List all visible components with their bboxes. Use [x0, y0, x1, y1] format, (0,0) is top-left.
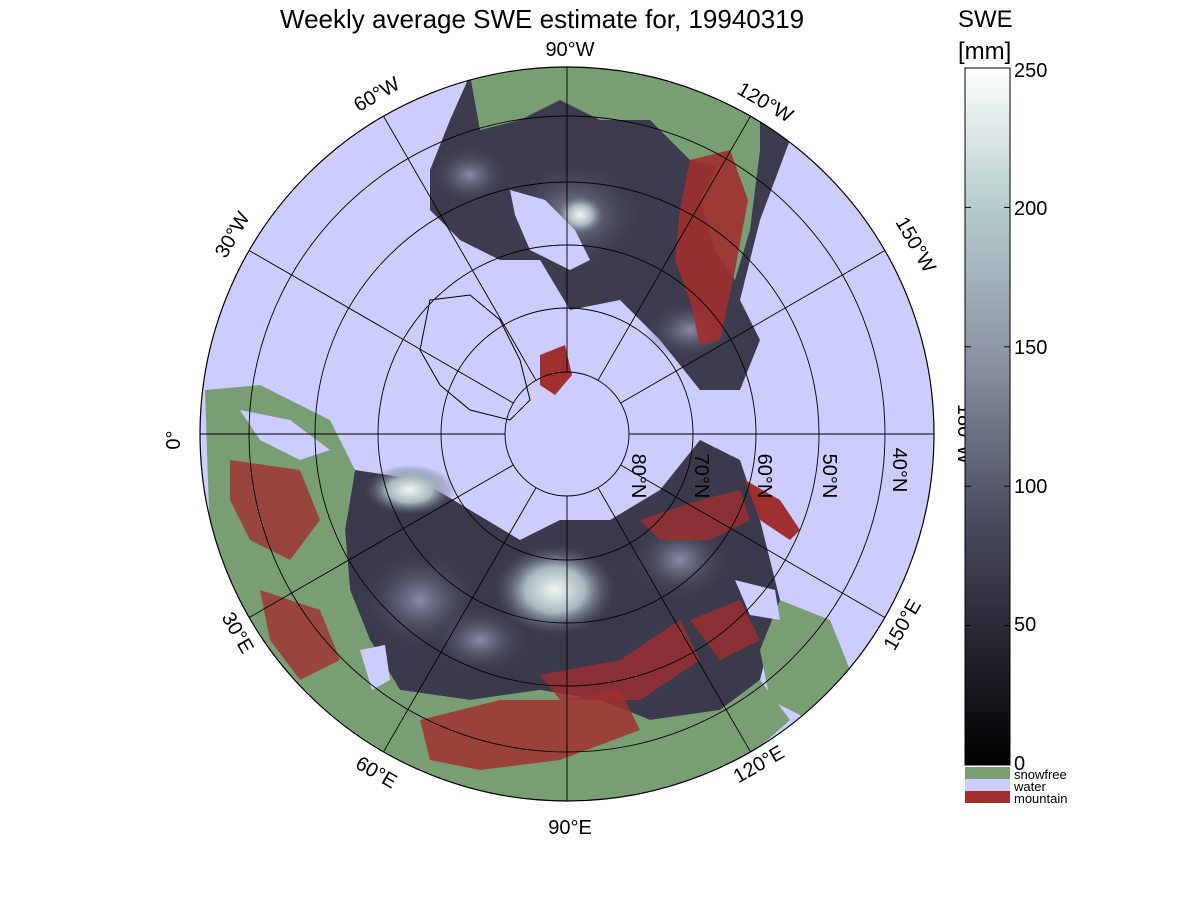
polar-map	[200, 67, 934, 801]
greenland-mountain	[540, 345, 572, 395]
category-legend	[965, 767, 1010, 803]
meridian-line	[248, 464, 514, 618]
meridian-line	[620, 250, 886, 404]
legend-swatch-snowfree	[965, 767, 1010, 779]
ural-snow	[430, 605, 530, 675]
baltic-sea	[240, 410, 330, 460]
chart-title: Weekly average SWE estimate for, 1994031…	[280, 4, 805, 34]
legend-swatch-mountain	[965, 791, 1010, 803]
legend-swatch-water	[965, 779, 1010, 791]
meridian-line	[383, 115, 537, 381]
colorbar-title-line2: [mm]	[958, 38, 1012, 65]
caspian-sea	[360, 645, 390, 690]
graticule	[199, 66, 935, 802]
colorbar-tick-150: 150	[1014, 337, 1048, 359]
meridian-line	[597, 487, 751, 753]
colorbar	[964, 67, 1011, 766]
europe-snowfree	[205, 385, 790, 801]
latitude-labels: 80°N 70°N 60°N 50°N 40°N	[627, 448, 910, 499]
lat-label-70n: 70°N	[690, 454, 712, 499]
siberia-snow-peak	[495, 545, 615, 635]
colorbar-tick-250: 250	[1014, 60, 1048, 82]
caucasus-mountain	[260, 590, 340, 680]
lon-label-60e: 60°E	[352, 752, 401, 793]
legend-label-water: water	[1014, 779, 1046, 794]
colorbar-ticks	[965, 67, 1010, 766]
colorbar-tick-100: 100	[1014, 476, 1048, 498]
colorbar-gradient	[964, 67, 1011, 766]
labrador-snow	[430, 145, 510, 205]
north-america-snowfree	[470, 67, 760, 170]
legend-label-mountain: mountain	[1014, 791, 1068, 806]
lon-label-90w: 90°W	[545, 39, 594, 61]
lat-label-80n: 80°N	[627, 454, 649, 499]
meridian-line	[383, 487, 537, 753]
central-asia-mountain	[540, 620, 700, 700]
alps-mountain	[230, 460, 320, 560]
colorbar-tick-50: 50	[1014, 614, 1037, 636]
lat-label-60n: 60°N	[753, 454, 775, 499]
lon-label-150w: 150°W	[891, 213, 940, 276]
lon-label-90e: 90°E	[548, 817, 592, 839]
meridian-line	[620, 464, 886, 618]
meridian-line	[597, 115, 751, 381]
lat-label-40n: 40°N	[888, 448, 910, 493]
meridians	[200, 67, 934, 801]
himalaya-mountain	[420, 690, 640, 770]
meridian-line	[248, 250, 514, 404]
colorbar-title-line1: SWE	[958, 6, 1013, 33]
far-east-snowfree	[760, 600, 850, 720]
lat-label-50n: 50°N	[818, 454, 840, 499]
kamchatka-mountain	[745, 480, 800, 540]
east-siberia-mountain	[640, 490, 750, 540]
scandinavia-snow	[365, 465, 455, 515]
hudson-bay	[510, 190, 590, 270]
rockies-mountain	[675, 150, 748, 345]
colorbar-tick-200: 200	[1014, 198, 1048, 220]
colorbar-tick-0: 0	[1014, 753, 1026, 775]
legend-label-snowfree: snowfree	[1014, 767, 1067, 782]
lon-label-0: 0°	[163, 430, 185, 449]
greenland-outline	[419, 294, 531, 421]
okhotsk-sea	[735, 580, 780, 620]
